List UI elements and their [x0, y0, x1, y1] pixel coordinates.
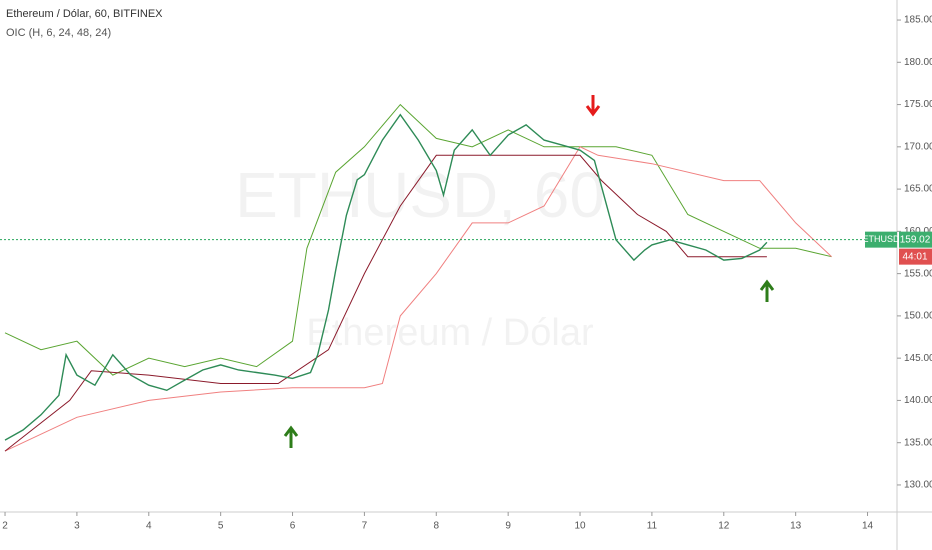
- watermark-subtitle: Ethereum / Dólar: [306, 312, 594, 354]
- x-tick-label: 12: [718, 521, 730, 532]
- x-tick-label: 5: [218, 521, 224, 532]
- y-tick-label: 175.00: [904, 99, 932, 110]
- buy-arrow: [283, 425, 299, 448]
- x-tick-label: 2: [2, 521, 8, 532]
- watermark: ETHUSD, 60: [235, 159, 605, 231]
- x-tick-label: 14: [862, 521, 874, 532]
- sell-arrow: [585, 95, 601, 117]
- plot-area: [4, 103, 832, 452]
- x-tick-label: 10: [574, 521, 586, 532]
- y-tick-label: 155.00: [904, 268, 932, 279]
- x-tick-label: 4: [146, 521, 152, 532]
- y-tick-label: 150.00: [904, 311, 932, 322]
- y-tick-label: 135.00: [904, 437, 932, 448]
- countdown: 44:01: [902, 251, 927, 262]
- y-tick-label: 170.00: [904, 141, 932, 152]
- y-tick-label: 185.00: [904, 15, 932, 26]
- price-label: 159.02: [900, 234, 931, 245]
- x-tick-label: 13: [790, 521, 802, 532]
- chart-title: Ethereum / Dólar, 60, BITFINEX: [6, 8, 163, 20]
- series-line: [4, 113, 768, 441]
- y-tick-label: 130.00: [904, 480, 932, 491]
- series-line: [4, 146, 832, 452]
- y-tick-label: 180.00: [904, 57, 932, 68]
- symbol-label-box: [865, 231, 897, 248]
- y-tick-label: 145.00: [904, 353, 932, 364]
- y-tick-label: 165.00: [904, 184, 932, 195]
- buy-arrow: [759, 279, 775, 302]
- countdown-box: [899, 248, 932, 265]
- x-tick-label: 8: [434, 521, 440, 532]
- symbol-label: ETHUSD: [862, 234, 900, 244]
- x-tick-label: 3: [74, 521, 80, 532]
- x-tick-label: 6: [290, 521, 296, 532]
- y-tick-label: 140.00: [904, 395, 932, 406]
- x-tick-label: 7: [362, 521, 368, 532]
- y-tick-label: 160.00: [904, 226, 932, 237]
- x-tick-label: 9: [505, 521, 511, 532]
- price-label-box: [899, 231, 932, 248]
- indicator-title: OIC (H, 6, 24, 48, 24): [6, 27, 111, 39]
- series-line: [4, 103, 832, 376]
- x-tick-label: 11: [647, 521, 658, 532]
